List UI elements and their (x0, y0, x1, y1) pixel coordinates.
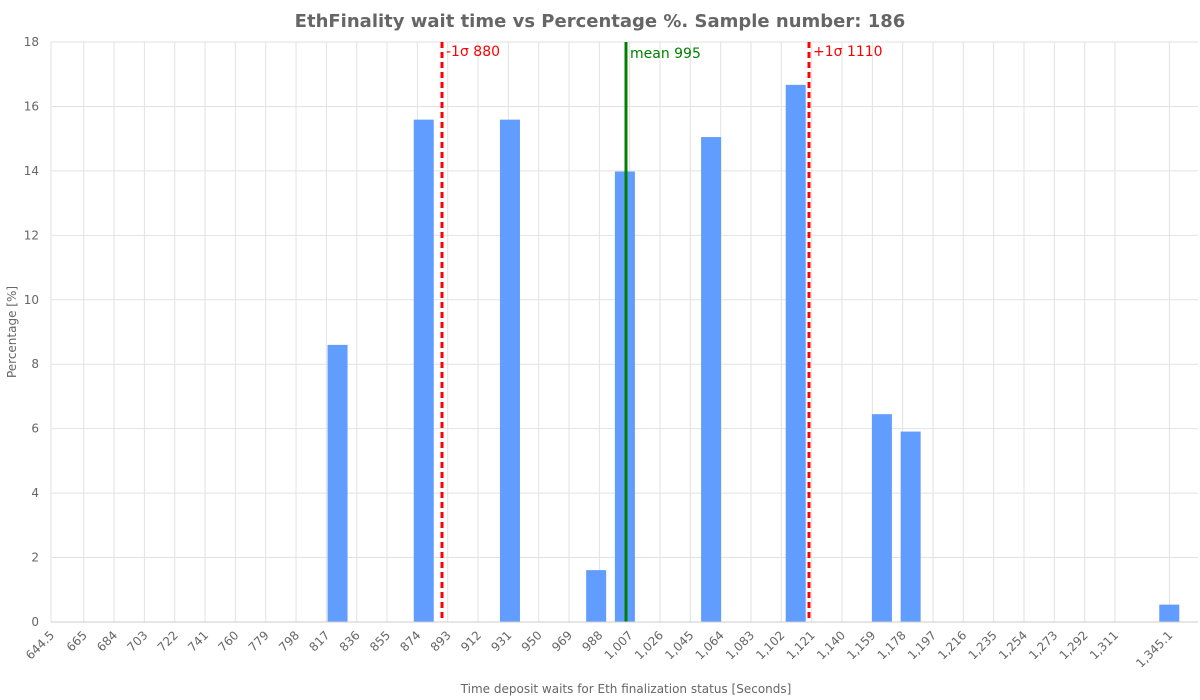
x-tick-label: 893 (428, 628, 454, 654)
x-tick-label: 1,235 (966, 628, 1000, 662)
x-tick-label: 817 (306, 628, 332, 654)
x-tick-label: 1,083 (723, 628, 757, 662)
x-axis-ticks: 644.5 665 684 703 722 741 760 779 798 817 836 855 87… (23, 628, 1176, 670)
x-tick-label: 1,178 (875, 628, 909, 662)
x-tick-label: 874 (397, 628, 423, 654)
x-tick-label: 1,026 (632, 628, 666, 662)
y-tick-label: 8 (31, 357, 39, 371)
bar (327, 344, 348, 622)
y-tick-label: 2 (31, 551, 39, 565)
x-tick-label: 1,102 (753, 628, 787, 662)
bar (499, 119, 520, 623)
annotation-label: mean 995 (630, 46, 701, 62)
x-tick-label: 1,121 (784, 628, 818, 662)
y-tick-label: 0 (31, 615, 39, 629)
x-tick-label: 760 (215, 628, 241, 654)
x-tick-label: 855 (367, 628, 393, 654)
x-tick-label: 988 (579, 628, 605, 654)
y-axis-ticks: 0 2 4 6 8 10 12 14 16 18 (24, 35, 39, 629)
x-tick-label: 950 (519, 628, 545, 654)
chart-title: EthFinality wait time vs Percentage %. S… (295, 11, 906, 32)
x-tick-label: 1,273 (1026, 628, 1060, 662)
x-tick-label: 703 (124, 628, 150, 654)
x-tick-label: 1,216 (935, 628, 969, 662)
x-tick-label: 644.5 (23, 628, 57, 662)
x-tick-label: 798 (276, 628, 302, 654)
y-tick-label: 4 (31, 486, 39, 500)
annotation-label: +1σ 1110 (813, 44, 883, 60)
x-tick-label: 969 (549, 628, 575, 654)
bar (701, 137, 722, 623)
annotation-label: -1σ 880 (446, 44, 500, 60)
y-tick-label: 14 (24, 164, 39, 178)
annotations: -1σ 880 mean 995 +1σ 1110 (440, 42, 883, 622)
x-tick-label: 1,197 (905, 628, 939, 662)
bar (413, 119, 434, 623)
x-tick-label: 1,045 (662, 628, 696, 662)
x-tick-label: 684 (94, 628, 120, 654)
y-tick-label: 12 (24, 228, 39, 242)
x-tick-label: 1,007 (602, 628, 636, 662)
x-tick-label: 1,345.1 (1133, 628, 1175, 670)
bar (586, 570, 607, 622)
y-tick-label: 18 (24, 35, 39, 49)
bar (785, 84, 806, 623)
x-tick-label: 741 (185, 628, 211, 654)
x-tick-label: 722 (155, 628, 181, 654)
y-tick-label: 16 (24, 99, 39, 113)
x-tick-label: 931 (488, 628, 514, 654)
x-tick-label: 1,292 (1057, 628, 1091, 662)
y-tick-label: 6 (31, 422, 39, 436)
bar (871, 414, 892, 622)
x-tick-label: 1,064 (693, 628, 727, 662)
x-tick-label: 665 (64, 628, 90, 654)
x-tick-label: 779 (246, 628, 272, 654)
x-tick-label: 912 (458, 628, 484, 654)
x-axis-label: Time deposit waits for Eth finalization … (460, 682, 792, 696)
x-tick-label: 1,140 (814, 628, 848, 662)
x-tick-label: 1,311 (1087, 628, 1121, 662)
y-tick-label: 10 (24, 293, 39, 307)
bar (900, 431, 921, 622)
bars (327, 84, 1180, 623)
bar (1159, 604, 1180, 622)
x-tick-label: 1,159 (844, 628, 878, 662)
x-tick-label: 1,254 (996, 628, 1030, 662)
y-axis-label: Percentage [%] (5, 286, 19, 378)
x-tick-label: 836 (337, 628, 363, 654)
